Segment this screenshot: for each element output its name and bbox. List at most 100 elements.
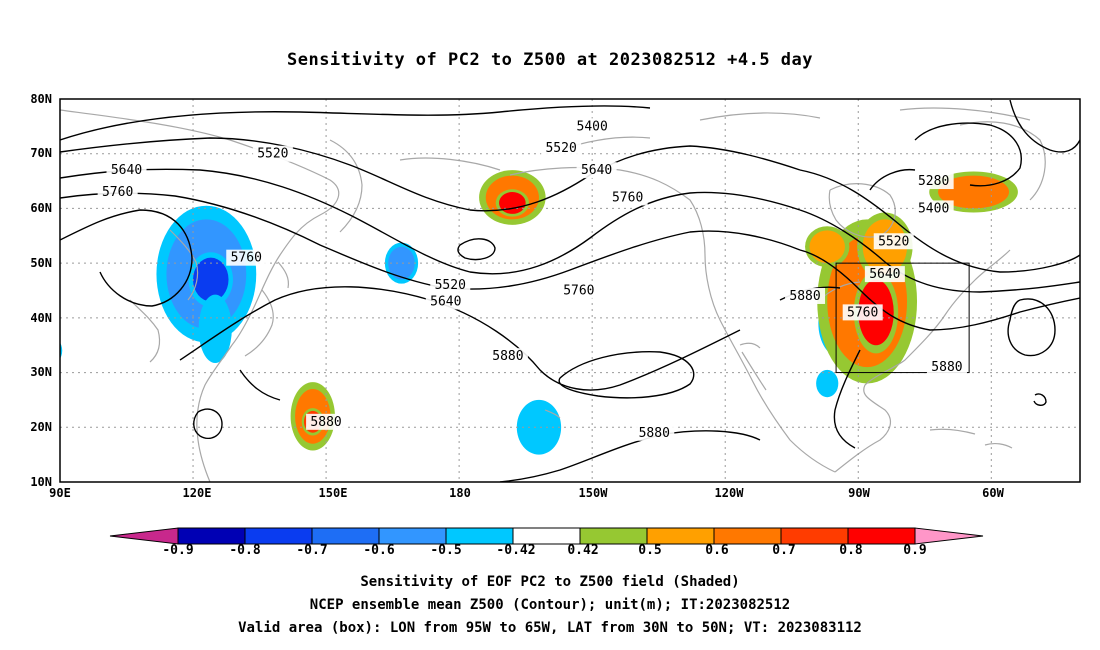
colorbar-swatch bbox=[713, 527, 782, 545]
contour-label: 5520 bbox=[545, 141, 576, 156]
valid-area-box bbox=[835, 262, 970, 374]
colorbar-swatch bbox=[646, 527, 715, 545]
colorbar-label: 0.7 bbox=[772, 543, 796, 558]
contour-label: 5520 bbox=[435, 278, 466, 293]
colorbar-label: -0.9 bbox=[162, 543, 194, 558]
contour-label-bg bbox=[785, 287, 826, 304]
colorbar-label: 0.9 bbox=[903, 543, 927, 558]
shaded-region bbox=[818, 372, 837, 395]
lat-tick-label: 10N bbox=[30, 475, 52, 489]
contour-label: 5760 bbox=[612, 190, 643, 205]
contour-label-bg bbox=[252, 145, 293, 162]
colorbar-label: -0.5 bbox=[430, 543, 462, 558]
colorbar-label: 0.42 bbox=[567, 543, 599, 558]
colorbar-swatch bbox=[512, 527, 581, 545]
contour-label-bg bbox=[576, 162, 617, 179]
contour-label: 5640 bbox=[430, 294, 461, 309]
contour-label: 5880 bbox=[789, 289, 820, 304]
contour-label-bg bbox=[607, 189, 648, 206]
contour-label: 5880 bbox=[310, 415, 341, 430]
footer-valid-area-caption: Valid area (box): LON from 95W to 65W, L… bbox=[238, 620, 862, 636]
colorbar-label: -0.6 bbox=[363, 543, 395, 558]
footer-shading-caption: Sensitivity of EOF PC2 to Z500 field (Sh… bbox=[360, 574, 740, 590]
lon-tick-label: 90E bbox=[49, 486, 71, 500]
contour-label-bg bbox=[541, 140, 582, 157]
lat-tick-label: 70N bbox=[30, 146, 52, 160]
lat-tick-label: 40N bbox=[30, 311, 52, 325]
colorbar bbox=[109, 527, 984, 545]
colorbar-swatch bbox=[847, 527, 916, 545]
contour-label-bg bbox=[487, 348, 528, 365]
colorbar-label: 0.5 bbox=[638, 543, 662, 558]
contour-label-bg bbox=[913, 173, 954, 190]
lon-tick-label: 90W bbox=[848, 486, 870, 500]
colorbar-label: -0.42 bbox=[496, 543, 536, 558]
colorbar-label: -0.7 bbox=[296, 543, 328, 558]
contour-label: 5880 bbox=[931, 360, 962, 375]
lon-tick-label: 60W bbox=[982, 486, 1004, 500]
footer-contour-caption: NCEP ensemble mean Z500 (Contour); unit(… bbox=[309, 597, 791, 613]
shaded-region bbox=[521, 405, 557, 450]
contour-label: 5400 bbox=[918, 201, 949, 216]
chart-title: Sensitivity of PC2 to Z500 at 2023082512… bbox=[286, 50, 813, 70]
contour-label-bg bbox=[572, 118, 613, 135]
colorbar-label: 0.8 bbox=[839, 543, 863, 558]
lat-tick-label: 30N bbox=[30, 365, 52, 379]
contour-label-bg bbox=[913, 200, 954, 217]
contour-label: 5520 bbox=[878, 234, 909, 249]
contour-label: 5400 bbox=[577, 119, 608, 134]
colorbar-swatch bbox=[579, 527, 648, 545]
contour-label-bg bbox=[926, 359, 967, 376]
lat-tick-label: 80N bbox=[30, 92, 52, 106]
contour-label-bg bbox=[842, 304, 883, 321]
contour-label: 5640 bbox=[581, 163, 612, 178]
contour-label: 5880 bbox=[639, 426, 670, 441]
sensitivity-shading bbox=[42, 170, 1018, 455]
contour-label-bg bbox=[106, 162, 147, 179]
contour-label: 5640 bbox=[869, 267, 900, 282]
contour-label-bg bbox=[226, 249, 267, 266]
contour-label-bg bbox=[558, 282, 599, 299]
contour-label: 5640 bbox=[111, 163, 142, 178]
colorbar-label: -0.8 bbox=[229, 543, 261, 558]
contour-label: 5880 bbox=[492, 349, 523, 364]
shaded-region bbox=[809, 230, 845, 264]
contour-label-bg bbox=[425, 293, 466, 310]
contour-label: 5760 bbox=[563, 284, 594, 299]
contour-label: 5520 bbox=[257, 147, 288, 162]
lon-tick-label: 180 bbox=[449, 486, 471, 500]
colorbar-swatch bbox=[244, 527, 313, 545]
lon-tick-label: 150E bbox=[318, 486, 348, 500]
lon-tick-label: 120E bbox=[182, 486, 212, 500]
shaded-region bbox=[201, 301, 229, 357]
contour-label: 5760 bbox=[102, 185, 133, 200]
colorbar-swatch bbox=[445, 527, 514, 545]
shaded-region bbox=[388, 246, 415, 280]
contour-label-bg bbox=[97, 184, 138, 201]
lon-tick-label: 150W bbox=[578, 486, 608, 500]
shaded-region bbox=[499, 192, 526, 214]
contour-label-bg bbox=[430, 277, 471, 294]
contour-label: 5760 bbox=[847, 305, 878, 320]
colorbar-swatch bbox=[780, 527, 849, 545]
contour-label-bg bbox=[306, 413, 347, 430]
lat-tick-label: 20N bbox=[30, 420, 52, 434]
contour-label: 5760 bbox=[231, 251, 262, 266]
contour-label-bg bbox=[873, 233, 914, 250]
colorbar-low-arrow bbox=[109, 527, 179, 545]
colorbar-swatch bbox=[311, 527, 380, 545]
contour-label: 5280 bbox=[918, 174, 949, 189]
colorbar-swatch bbox=[378, 527, 447, 545]
plot-frame bbox=[59, 98, 1081, 483]
colorbar-high-arrow bbox=[914, 527, 984, 545]
shaded-region bbox=[193, 257, 229, 302]
shaded-region bbox=[42, 340, 60, 362]
lat-tick-label: 60N bbox=[30, 201, 52, 215]
contour-label-bg bbox=[864, 266, 905, 283]
lat-tick-label: 50N bbox=[30, 256, 52, 270]
colorbar-swatch bbox=[177, 527, 246, 545]
lon-tick-label: 120W bbox=[714, 486, 744, 500]
colorbar-label: 0.6 bbox=[705, 543, 729, 558]
